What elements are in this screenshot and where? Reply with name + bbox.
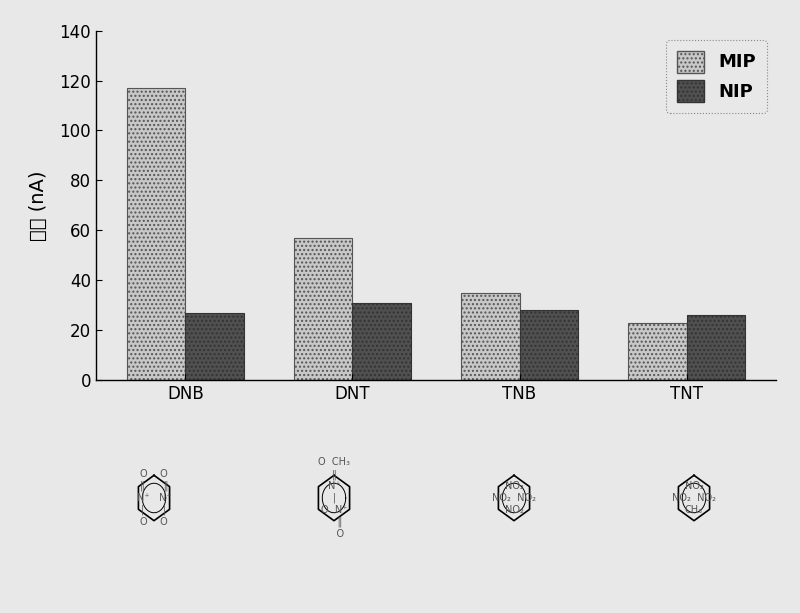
Bar [519, 310, 578, 380]
Legend: MIP, NIP: MIP, NIP [666, 40, 767, 113]
Bar [628, 322, 686, 380]
Text: O    O
‖      ‖
N⁺   N⁺
|      |
O    O: O O ‖ ‖ N⁺ N⁺ | | O O [137, 470, 171, 527]
Bar [186, 313, 244, 380]
Text: NO₂
NO₂  NO₂
NO₂: NO₂ NO₂ NO₂ NO₂ [492, 481, 536, 514]
Text: O  CH₃
‖
N⁺
|
O  N⁺
    ‖
    O: O CH₃ ‖ N⁺ | O N⁺ ‖ O [318, 457, 350, 539]
Y-axis label: 电流 (nA): 电流 (nA) [30, 170, 48, 241]
Bar [127, 88, 186, 380]
Text: NO₂
NO₂  NO₂
CH₃: NO₂ NO₂ NO₂ CH₃ [672, 481, 716, 514]
Bar [294, 238, 353, 380]
Bar [461, 292, 519, 380]
Bar [353, 303, 411, 380]
Bar [686, 315, 745, 380]
